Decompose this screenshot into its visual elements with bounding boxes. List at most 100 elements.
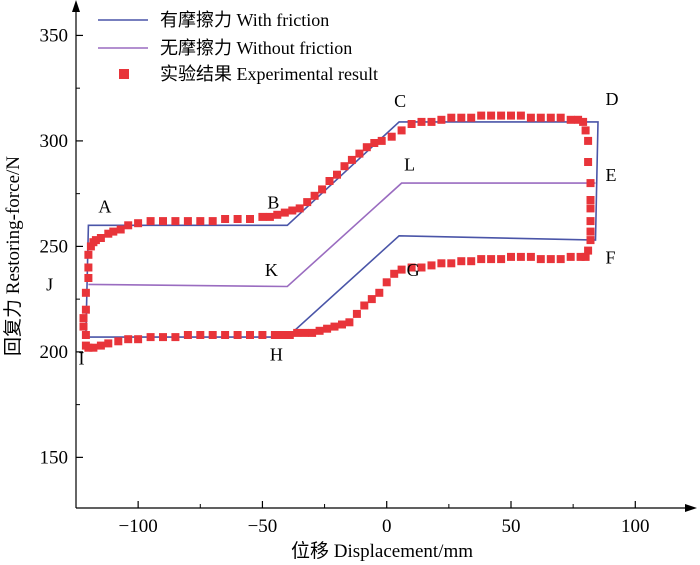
- legend-label: 无摩擦力 Without friction: [160, 38, 352, 58]
- experimental-point: [295, 204, 304, 213]
- legend-swatch: [119, 69, 129, 79]
- experimental-point: [536, 113, 545, 122]
- x-tick-label: −100: [119, 516, 158, 537]
- experimental-point: [417, 263, 426, 272]
- experimental-point: [86, 242, 95, 251]
- experimental-point: [293, 328, 302, 337]
- x-ticks: −100 −50 0 50 100: [119, 501, 650, 537]
- experimental-point: [427, 117, 436, 126]
- experimental-point: [81, 288, 90, 297]
- experimental-point: [146, 333, 155, 342]
- experimental-point: [183, 331, 192, 339]
- x-tick-label: −50: [248, 516, 278, 537]
- experimental-point: [584, 246, 593, 255]
- experimental-point: [507, 252, 515, 261]
- experimental-point: [340, 162, 349, 171]
- experimental-point: [447, 259, 456, 268]
- experimental-point: [397, 126, 406, 135]
- experimental-point: [246, 331, 254, 339]
- experimental-point: [81, 331, 90, 339]
- experimental-point: [457, 113, 466, 122]
- experimental-point: [124, 221, 133, 230]
- experimental-point: [280, 208, 289, 217]
- experimental-point: [467, 257, 476, 266]
- experimental-point: [584, 136, 593, 145]
- experimental-point: [104, 339, 113, 348]
- experimental-point: [285, 331, 294, 339]
- experimental-point: [323, 324, 332, 333]
- experimental-point: [586, 227, 595, 236]
- point-label: B: [267, 192, 279, 212]
- experimental-point: [467, 113, 476, 122]
- experimental-point: [497, 111, 506, 120]
- experimental-point: [171, 333, 180, 342]
- experimental-point: [487, 111, 496, 120]
- experimental-point: [367, 295, 376, 304]
- experimental-point: [375, 288, 384, 297]
- experimental-point: [288, 206, 297, 215]
- experimental-point: [507, 111, 515, 120]
- experimental-point: [325, 177, 334, 185]
- experimental-point: [333, 170, 341, 179]
- y-tick-label: 150: [40, 447, 69, 468]
- experimental-point: [146, 217, 155, 226]
- series-line: [88, 182, 596, 288]
- experimental-point: [124, 335, 133, 344]
- y-tick-label: 200: [40, 342, 69, 363]
- y-ticks: 150 200 250 300 350: [40, 25, 83, 468]
- experimental-point: [84, 263, 93, 272]
- experimental-point: [345, 318, 354, 327]
- experimental-point: [278, 331, 287, 339]
- experimental-point: [417, 117, 426, 126]
- experimental-point: [477, 255, 486, 264]
- experimental-point: [477, 111, 486, 120]
- experimental-point: [387, 132, 396, 141]
- experimental-point: [586, 196, 595, 204]
- experimental-point: [390, 269, 399, 278]
- plot-area: [79, 111, 599, 352]
- experimental-point: [183, 217, 192, 226]
- experimental-point: [265, 212, 274, 221]
- experimental-point: [586, 217, 595, 226]
- point-label: F: [605, 247, 615, 267]
- experimental-point: [270, 331, 279, 339]
- legend: 有摩擦力 With friction 无摩擦力 Without friction 实…: [98, 10, 378, 84]
- experimental-point: [437, 259, 446, 268]
- experimental-point: [300, 328, 309, 337]
- experimental-point: [81, 341, 90, 350]
- x-axis-arrow: [685, 504, 697, 512]
- experimental-point: [303, 198, 312, 207]
- x-tick-label: 0: [382, 516, 392, 537]
- experimental-point: [487, 255, 496, 264]
- experimental-point: [258, 212, 267, 221]
- y-tick-label: 300: [40, 131, 69, 152]
- experimental-point: [362, 143, 371, 152]
- experimental-point: [579, 117, 588, 126]
- experimental-point: [581, 252, 590, 261]
- legend-label: 实验结果 Experimental result: [160, 64, 378, 84]
- x-axis-label: 位移 Displacement/mm: [291, 540, 473, 562]
- experimental-point: [516, 111, 525, 120]
- experimental-point: [382, 278, 391, 287]
- experimental-point: [109, 227, 118, 236]
- experimental-point: [586, 236, 595, 245]
- experimental-point: [347, 155, 356, 164]
- experimental-point: [574, 115, 583, 124]
- experimental-point: [79, 314, 88, 323]
- experimental-point: [310, 191, 319, 200]
- experimental-point: [233, 331, 242, 339]
- experimental-point: [84, 250, 93, 259]
- experimental-point: [318, 185, 327, 194]
- experimental-point: [377, 136, 386, 145]
- experimental-point: [81, 305, 90, 314]
- point-label: H: [270, 344, 283, 364]
- experimental-point: [566, 252, 575, 261]
- experimental-point: [208, 217, 217, 226]
- point-label: E: [605, 165, 616, 185]
- experimental-point: [159, 333, 167, 342]
- experimental-point: [526, 113, 535, 122]
- experimental-point: [159, 217, 167, 226]
- experimental-point: [584, 158, 593, 166]
- experimental-point: [84, 274, 93, 282]
